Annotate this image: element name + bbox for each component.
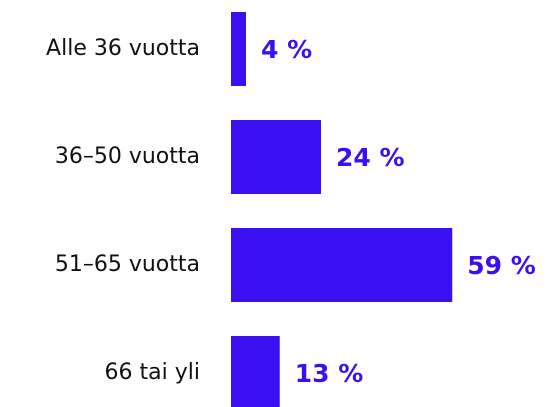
bar: [231, 120, 321, 194]
value-label: 24 %: [336, 143, 405, 172]
category-label: 51–65 vuotta: [55, 252, 200, 277]
value-label: 4 %: [261, 35, 312, 64]
category-label: 66 tai yli: [105, 360, 200, 385]
value-label: 59 %: [467, 251, 536, 280]
value-label: 13 %: [295, 359, 364, 388]
category-label: Alle 36 vuotta: [46, 36, 200, 61]
bar: [231, 336, 280, 407]
category-label: 36–50 vuotta: [55, 144, 200, 169]
bar: [231, 12, 246, 86]
bar: [231, 228, 453, 302]
